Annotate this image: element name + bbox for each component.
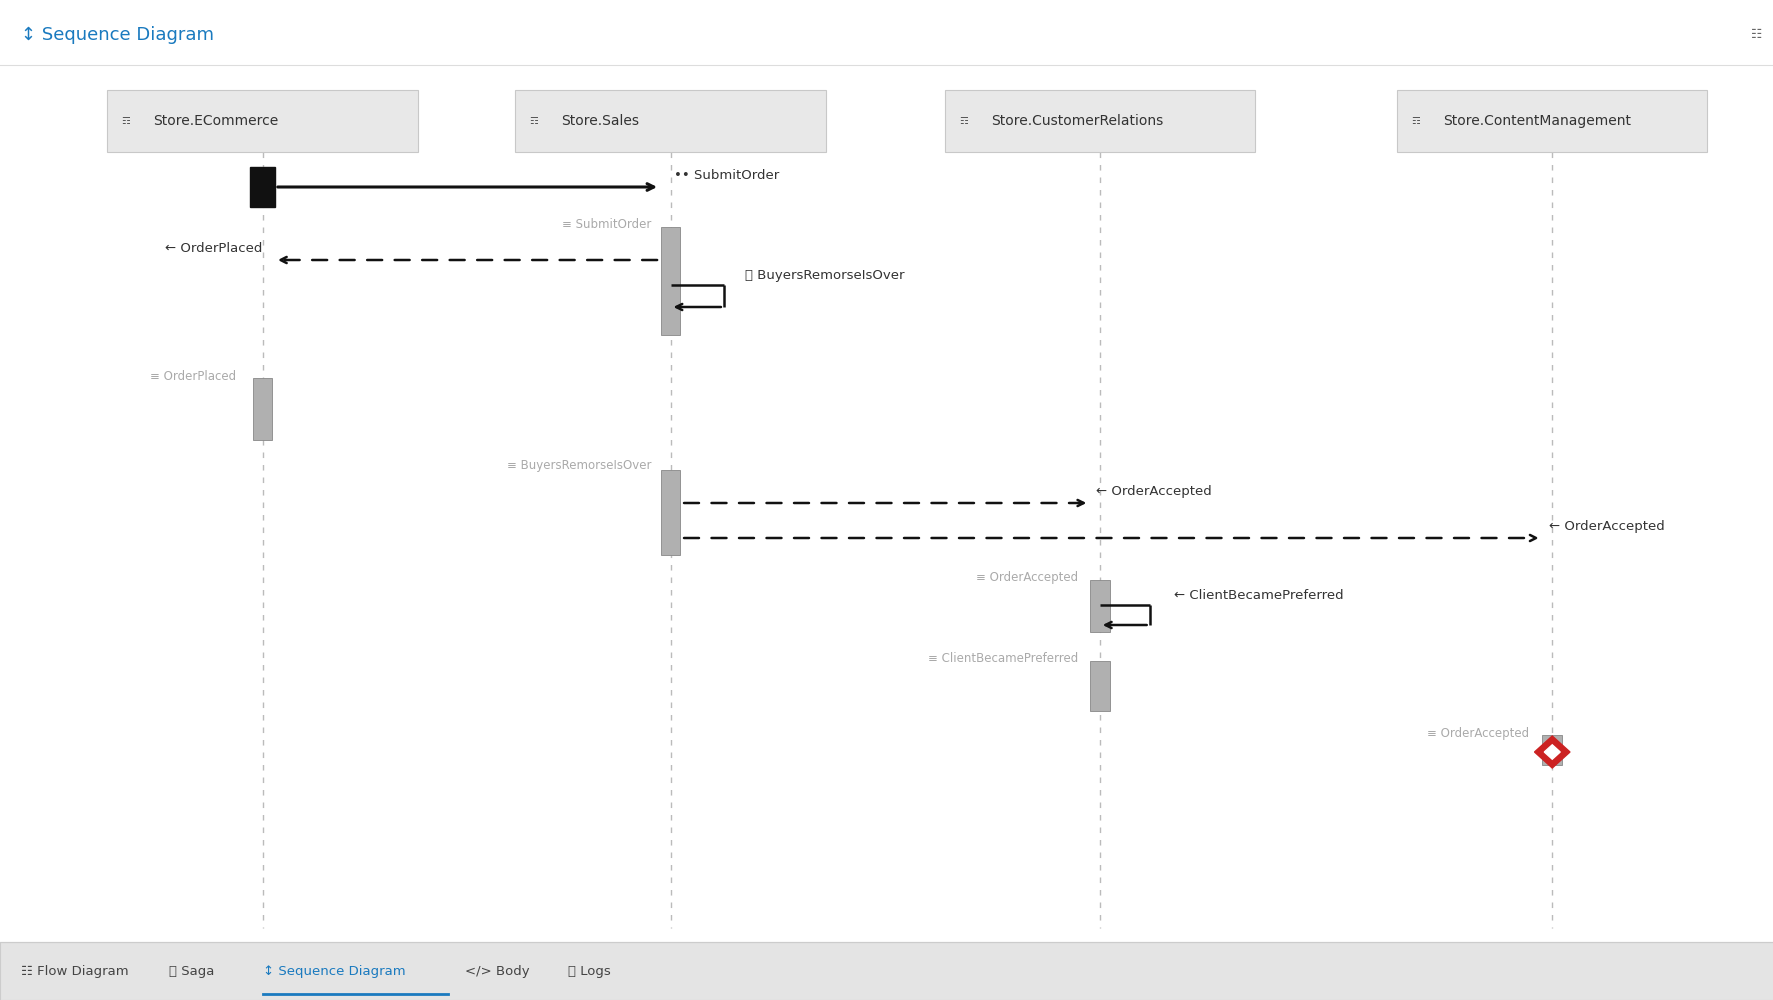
Text: ← OrderAccepted: ← OrderAccepted — [1096, 485, 1211, 498]
Bar — [252, 170, 273, 204]
Text: Store.Sales: Store.Sales — [560, 114, 638, 128]
Text: ↕ Sequence Diagram: ↕ Sequence Diagram — [262, 964, 404, 978]
Polygon shape — [1543, 745, 1560, 759]
Text: Store.ECommerce: Store.ECommerce — [154, 114, 278, 128]
Polygon shape — [1534, 736, 1569, 768]
Text: ≡ OrderAccepted: ≡ OrderAccepted — [975, 572, 1078, 584]
Bar — [106, 90, 418, 152]
Bar — [660, 227, 681, 335]
Text: ☷ Flow Diagram: ☷ Flow Diagram — [21, 964, 129, 978]
Text: ← OrderAccepted: ← OrderAccepted — [1548, 520, 1663, 533]
Text: ↕ Sequence Diagram: ↕ Sequence Diagram — [21, 26, 215, 44]
Text: ⪾ Saga: ⪾ Saga — [168, 964, 215, 978]
Bar — [1090, 661, 1110, 711]
Text: ≡ SubmitOrder: ≡ SubmitOrder — [562, 219, 651, 232]
Bar — [250, 167, 275, 207]
Bar — [1397, 90, 1706, 152]
Bar — [1543, 735, 1562, 765]
Text: Store.CustomerRelations: Store.CustomerRelations — [989, 114, 1163, 128]
Text: ☶: ☶ — [1411, 116, 1418, 126]
Text: Store.ContentManagement: Store.ContentManagement — [1443, 114, 1629, 128]
Text: ☶: ☶ — [121, 116, 129, 126]
Text: </> Body: </> Body — [465, 964, 528, 978]
Text: ☶: ☶ — [528, 116, 537, 126]
Text: ← ClientBecamePreferred: ← ClientBecamePreferred — [1174, 589, 1344, 602]
Bar — [0, 942, 1773, 1000]
Bar — [660, 470, 681, 555]
Text: ☷: ☷ — [1750, 28, 1761, 41]
Text: ≡ OrderPlaced: ≡ OrderPlaced — [149, 369, 236, 382]
Bar — [943, 90, 1255, 152]
Text: ≡ OrderAccepted: ≡ OrderAccepted — [1425, 726, 1528, 740]
Text: ☶: ☶ — [957, 116, 966, 126]
Text: ⎕ Logs: ⎕ Logs — [567, 964, 610, 978]
Text: ⌛ BuyersRemorseIsOver: ⌛ BuyersRemorseIsOver — [745, 269, 904, 282]
Text: ≡ BuyersRemorseIsOver: ≡ BuyersRemorseIsOver — [507, 460, 651, 473]
Text: ← OrderPlaced: ← OrderPlaced — [165, 242, 262, 255]
Text: •• SubmitOrder: •• SubmitOrder — [674, 169, 778, 182]
Bar — [514, 90, 824, 152]
Bar — [252, 378, 273, 440]
Text: ≡ ClientBecamePreferred: ≡ ClientBecamePreferred — [927, 652, 1078, 666]
Bar — [1090, 580, 1110, 632]
